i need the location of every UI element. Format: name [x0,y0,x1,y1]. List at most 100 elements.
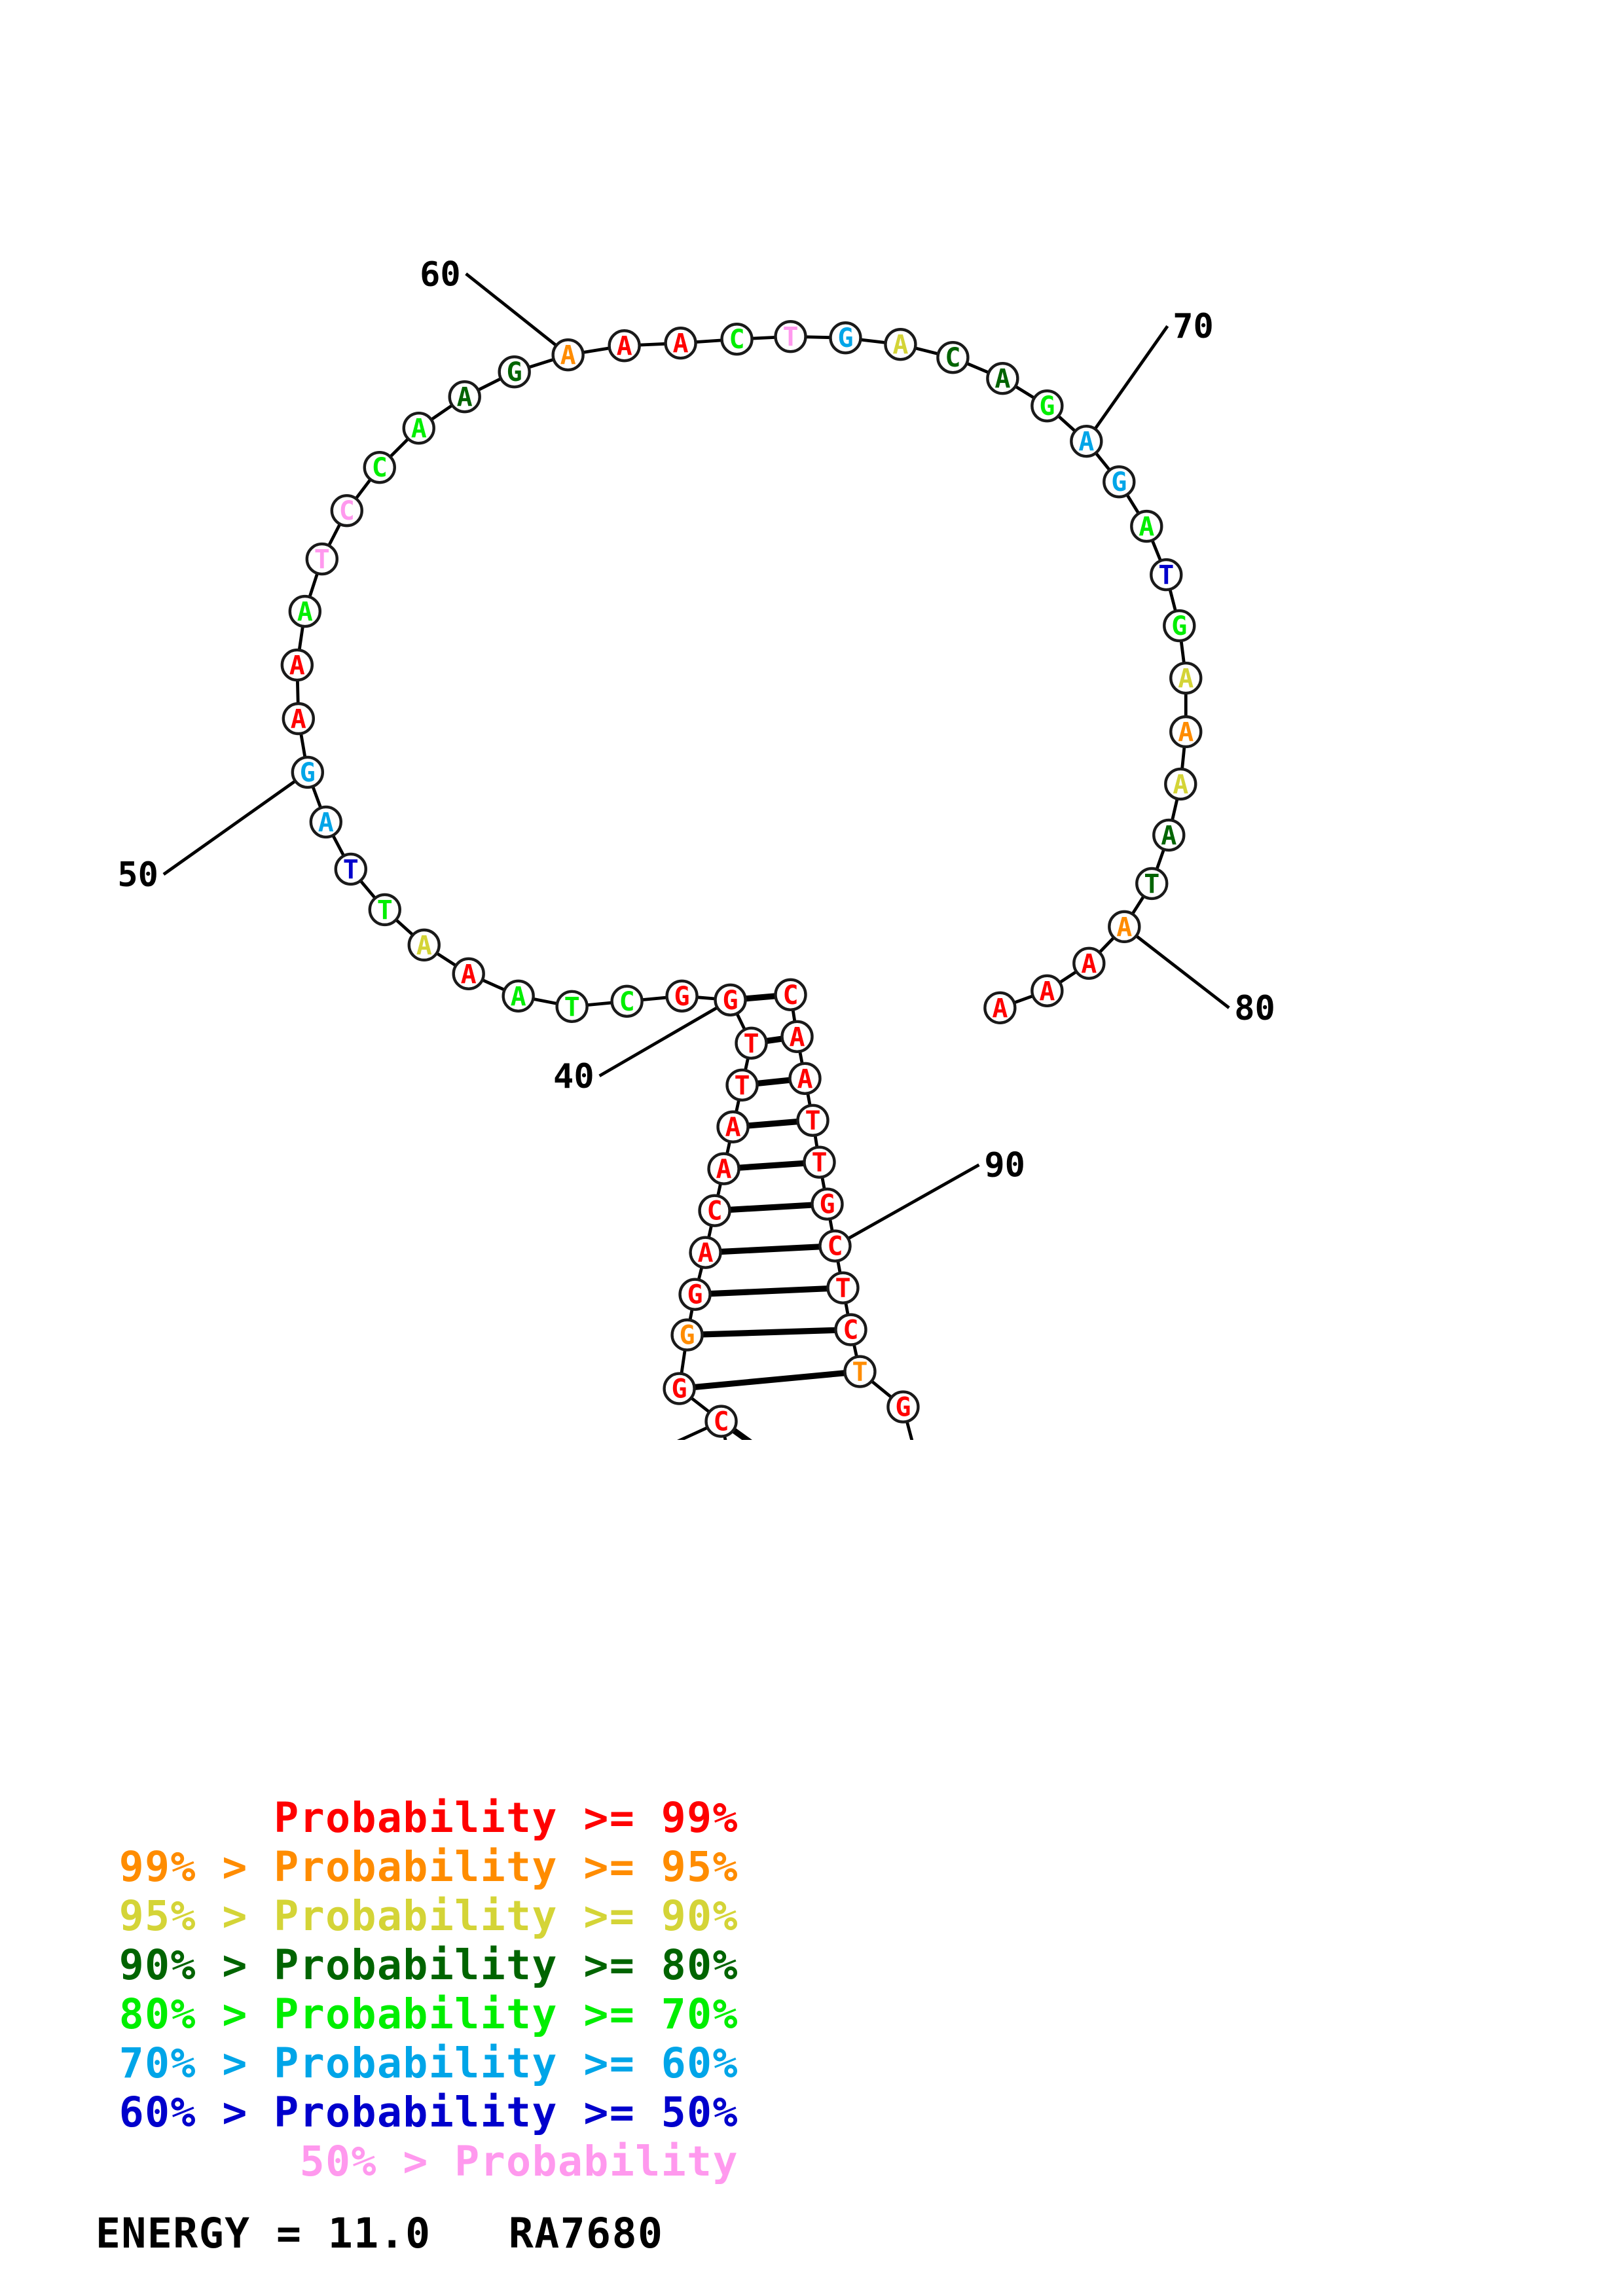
backbone-link [1155,848,1165,870]
backbone-link [844,1302,850,1316]
backbone-link [735,1099,740,1113]
nucleotide-circle [330,493,363,528]
nucleotide-letter: G [672,1374,687,1405]
backbone-link [966,361,990,374]
nucleotide-circle [665,979,699,1013]
nucleotide-letter: A [1139,512,1154,542]
base-pair-bond [739,1160,805,1171]
nucleotide: T [1150,558,1183,592]
base-pair-bond [720,1244,820,1255]
nucleotide: A [608,329,641,363]
nucleotide-circle [663,1372,696,1405]
nucleotide-circle [309,805,342,839]
nucleotide-circle [720,323,754,356]
nucleotide: A [716,1110,750,1143]
nucleotide-letter: T [314,545,330,575]
nucleotide-letter: A [994,364,1010,394]
base-pair-bond [729,1202,812,1213]
position-tick [162,780,297,876]
nucleotide: A [309,805,342,839]
nucleotide-letter: G [300,758,316,788]
legend-label-80: 90% > Probability >= 80% [119,1941,739,1989]
nucleotide: A [1164,767,1197,801]
backbone-link [639,342,666,347]
nucleotide-circle [1169,661,1203,695]
backbone-link [805,335,831,340]
nucleotide-circle [448,380,481,414]
nucleotide: A [501,979,535,1013]
legend-row-80: 90% > Probability >= 80% [0,1941,739,1990]
nucleotide: A [689,1236,722,1269]
nucleotide-circle [452,957,485,991]
nucleotide-circle [707,1152,740,1185]
nucleotide-letter: G [680,1321,695,1351]
backbone-link [806,1092,812,1106]
nucleotide-letter: A [297,597,313,627]
nucleotide: C [704,1405,738,1438]
nucleotide-circle [843,1355,877,1388]
nucleotide-letter: C [339,496,355,526]
backbone-link [1013,994,1034,1005]
nucleotide-circle [1030,974,1064,1008]
nucleotide: G [829,321,862,355]
backbone-link [716,1183,722,1196]
backbone-link [1094,452,1111,471]
nucleotide: C [720,323,754,356]
backbone-link [852,1344,858,1357]
nucleotide: A [551,338,585,372]
nucleotide-letter: A [1078,427,1094,457]
nucleotide-circle [774,320,807,353]
nucleotide-circle [610,984,644,1018]
nucleotide-circle [829,321,862,355]
nucleotide-circle [363,450,396,484]
nucleotide-circle [608,329,641,363]
nucleotide-circle [774,978,807,1012]
backbone-link [354,478,372,500]
nucleotide: C [698,1194,731,1227]
backbone-link [532,997,558,1005]
nucleotide: A [1108,910,1141,944]
nucleotide-letter: A [716,1155,732,1185]
nucleotide-circle [678,1278,712,1311]
nucleotide: A [288,594,322,628]
nucleotide: T [843,1355,877,1388]
base-pair-layer [694,993,846,1440]
nucleotide-letter: A [797,1064,812,1094]
nucleotide-letter: A [992,994,1008,1024]
nucleotide-circle [788,1062,822,1095]
nucleotide-letter: A [725,1113,741,1143]
probability-legend: Probability >= 99% 99% > Probability >= … [0,1793,1623,2257]
legend-row-90: 95% > Probability >= 90% [0,1892,739,1941]
nucleotide: A [1152,818,1186,852]
nucleotide-circle [1103,465,1136,499]
backbone-link [680,1350,687,1374]
base-pair-bond [748,1119,798,1129]
nucleotide-circle [288,594,322,628]
backbone-layer [295,335,1188,1440]
nucleotide-letter: A [1178,717,1194,747]
legend-label-50: 60% > Probability >= 50% [119,2089,739,2136]
nucleotide-letter: C [372,453,388,483]
nucleotide-letter: A [457,382,473,412]
backbone-link [481,978,505,992]
backbone-link [915,346,939,355]
nucleotide: A [788,1062,822,1095]
nucleotide-letter: C [729,325,745,355]
nucleotide: A [407,928,441,962]
backbone-link [642,996,667,1002]
nucleotide: G [498,355,531,389]
energy-and-sample-line: ENERGY = 11.0 RA7680 [96,2210,664,2257]
backbone-link [820,1176,826,1190]
nucleotide-layer: ATAAGAAGAAAAAGATGTTGGAGAGGATGCGGGACAATTG… [280,320,1203,1438]
nucleotide-letter: T [1144,869,1159,899]
backbone-link [905,1421,914,1440]
backbone-link [1150,539,1162,562]
backbone-link [744,1057,750,1071]
backbone-link [860,338,886,344]
backbone-link [308,573,319,598]
nucleotide-letter: A [289,651,305,681]
nucleotide-letter: A [1081,949,1097,979]
nucleotide-circle [986,362,1019,395]
nucleotide: A [1169,715,1203,749]
nucleotide-circle [1070,424,1103,458]
